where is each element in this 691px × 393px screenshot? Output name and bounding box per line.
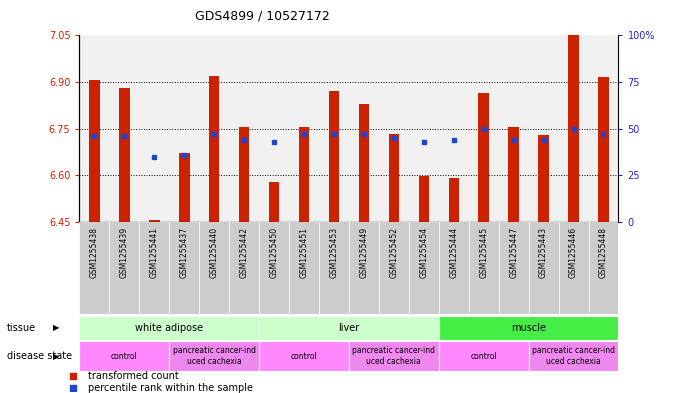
- Bar: [379, 35, 409, 222]
- Bar: [319, 35, 349, 222]
- Text: pancreatic cancer-ind
uced cachexia: pancreatic cancer-ind uced cachexia: [352, 346, 435, 366]
- Text: GSM1255449: GSM1255449: [359, 227, 368, 278]
- Bar: [289, 35, 319, 222]
- Bar: [319, 222, 349, 314]
- Text: ▶: ▶: [53, 352, 60, 360]
- Text: GSM1255440: GSM1255440: [209, 227, 219, 278]
- Bar: [468, 35, 499, 222]
- Text: percentile rank within the sample: percentile rank within the sample: [88, 383, 253, 393]
- Text: GDS4899 / 10527172: GDS4899 / 10527172: [195, 10, 330, 23]
- Text: GSM1255441: GSM1255441: [150, 227, 159, 278]
- Bar: [169, 222, 199, 314]
- Bar: [468, 222, 499, 314]
- Bar: [259, 35, 289, 222]
- Bar: [229, 35, 259, 222]
- Bar: [289, 222, 319, 314]
- Text: control: control: [291, 352, 317, 360]
- Bar: [478, 93, 489, 222]
- Bar: [419, 176, 429, 222]
- Bar: [79, 316, 259, 340]
- Bar: [509, 127, 519, 222]
- Bar: [239, 127, 249, 222]
- Bar: [379, 222, 409, 314]
- Bar: [259, 222, 289, 314]
- Text: GSM1255444: GSM1255444: [449, 227, 458, 278]
- Bar: [89, 81, 100, 222]
- Text: GSM1255442: GSM1255442: [240, 227, 249, 278]
- Bar: [140, 222, 169, 314]
- Text: muscle: muscle: [511, 323, 546, 333]
- Bar: [349, 341, 439, 371]
- Bar: [329, 91, 339, 222]
- Text: GSM1255452: GSM1255452: [389, 227, 399, 278]
- Text: control: control: [471, 352, 497, 360]
- Bar: [529, 341, 618, 371]
- Text: GSM1255450: GSM1255450: [269, 227, 278, 278]
- Text: GSM1255454: GSM1255454: [419, 227, 428, 278]
- Bar: [169, 341, 259, 371]
- Bar: [558, 35, 589, 222]
- Bar: [388, 134, 399, 222]
- Bar: [199, 35, 229, 222]
- Bar: [439, 341, 529, 371]
- Bar: [558, 222, 589, 314]
- Bar: [529, 222, 558, 314]
- Bar: [109, 222, 140, 314]
- Bar: [529, 35, 558, 222]
- Bar: [448, 178, 459, 222]
- Bar: [259, 316, 439, 340]
- Bar: [439, 222, 468, 314]
- Text: ▶: ▶: [53, 323, 60, 332]
- Text: GSM1255438: GSM1255438: [90, 227, 99, 278]
- Bar: [589, 222, 618, 314]
- Text: GSM1255448: GSM1255448: [599, 227, 608, 278]
- Bar: [259, 341, 349, 371]
- Text: control: control: [111, 352, 138, 360]
- Bar: [439, 316, 618, 340]
- Bar: [169, 35, 199, 222]
- Bar: [299, 127, 310, 222]
- Bar: [199, 222, 229, 314]
- Bar: [499, 35, 529, 222]
- Bar: [229, 222, 259, 314]
- Text: GSM1255437: GSM1255437: [180, 227, 189, 278]
- Bar: [538, 135, 549, 222]
- Text: disease state: disease state: [7, 351, 72, 361]
- Bar: [79, 35, 109, 222]
- Bar: [359, 104, 369, 222]
- Bar: [409, 222, 439, 314]
- Text: pancreatic cancer-ind
uced cachexia: pancreatic cancer-ind uced cachexia: [532, 346, 615, 366]
- Text: tissue: tissue: [7, 323, 36, 333]
- Text: GSM1255453: GSM1255453: [330, 227, 339, 278]
- Bar: [589, 35, 618, 222]
- Bar: [409, 35, 439, 222]
- Bar: [149, 220, 160, 222]
- Text: GSM1255443: GSM1255443: [539, 227, 548, 278]
- Bar: [598, 77, 609, 222]
- Text: liver: liver: [339, 323, 359, 333]
- Bar: [140, 35, 169, 222]
- Bar: [499, 222, 529, 314]
- Bar: [109, 35, 140, 222]
- Text: transformed count: transformed count: [88, 371, 178, 381]
- Bar: [79, 222, 109, 314]
- Text: pancreatic cancer-ind
uced cachexia: pancreatic cancer-ind uced cachexia: [173, 346, 256, 366]
- Bar: [439, 35, 468, 222]
- Bar: [179, 153, 189, 222]
- Text: white adipose: white adipose: [135, 323, 203, 333]
- Bar: [349, 222, 379, 314]
- Bar: [269, 182, 279, 222]
- Bar: [119, 88, 130, 222]
- Bar: [209, 76, 220, 222]
- Bar: [568, 35, 579, 222]
- Bar: [79, 341, 169, 371]
- Text: GSM1255439: GSM1255439: [120, 227, 129, 278]
- Bar: [349, 35, 379, 222]
- Text: GSM1255445: GSM1255445: [479, 227, 489, 278]
- Text: GSM1255451: GSM1255451: [299, 227, 309, 278]
- Text: GSM1255446: GSM1255446: [569, 227, 578, 278]
- Text: GSM1255447: GSM1255447: [509, 227, 518, 278]
